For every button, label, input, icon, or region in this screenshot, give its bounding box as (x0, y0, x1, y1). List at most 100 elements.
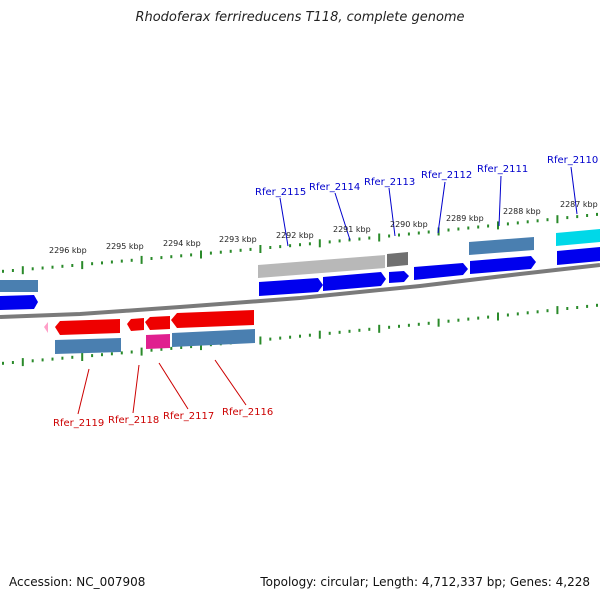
feature-block[interactable] (387, 252, 408, 267)
gene-arrow-forward[interactable] (259, 278, 323, 296)
gene-label[interactable]: Rfer_2111 (477, 164, 528, 175)
gene-arrow-forward[interactable] (323, 272, 386, 291)
gene-arrow-reverse[interactable] (55, 319, 120, 335)
forward-genes (0, 247, 600, 310)
ruler-tick (576, 215, 579, 219)
leader-line (132, 364, 140, 414)
ruler-tick (150, 257, 153, 260)
ruler-tick (269, 337, 272, 341)
ruler-tick (21, 266, 24, 275)
gene-label[interactable]: Rfer_2112 (421, 170, 472, 181)
ruler-tick (447, 319, 450, 323)
ruler-tick (338, 239, 341, 243)
ruler-tick (378, 324, 381, 333)
ruler-tick (279, 245, 282, 249)
ruler-tick (11, 361, 14, 364)
ruler-tick (308, 333, 311, 337)
ruler-tick (596, 303, 598, 307)
ruler-tick (81, 353, 84, 361)
gene-label[interactable]: Rfer_2114 (309, 182, 360, 193)
leader-lines (77, 166, 578, 415)
gene-label[interactable]: Rfer_2118 (108, 415, 159, 426)
ruler-tick (536, 310, 539, 314)
ruler-tick (328, 331, 331, 335)
ruler-tick (289, 335, 292, 339)
gene-label[interactable]: Rfer_2117 (163, 411, 214, 422)
leader-line (158, 362, 189, 410)
gene-arrow-forward[interactable] (0, 295, 38, 310)
feature-block[interactable] (258, 255, 385, 278)
ruler-tick (71, 355, 74, 359)
ruler-tick (477, 316, 480, 320)
gene-label[interactable]: Rfer_2119 (53, 418, 104, 429)
ruler-tick (427, 321, 430, 325)
ruler-tick (91, 262, 94, 266)
ruler-tick (299, 334, 301, 338)
ruler-tick (417, 231, 420, 235)
ruler-tick (110, 260, 113, 264)
ruler-tick (348, 329, 351, 333)
gene-arrow-forward[interactable] (557, 247, 600, 265)
feature-block[interactable] (55, 338, 121, 354)
ruler-tick (417, 322, 420, 326)
ruler-tick (497, 221, 499, 230)
feature-block[interactable] (0, 280, 38, 292)
tick-label: 2294 kbp (163, 239, 201, 248)
gene-label[interactable]: Rfer_2116 (222, 407, 273, 418)
ruler-tick (160, 347, 163, 351)
feature-block[interactable] (469, 237, 534, 255)
ruler-tick (180, 254, 183, 258)
tick-label: 2293 kbp (219, 235, 257, 244)
ruler-tick (526, 220, 529, 224)
feature-block[interactable] (172, 329, 255, 347)
ruler-tick (358, 237, 361, 241)
gene-arrow-reverse[interactable] (44, 322, 48, 333)
ruler-tick (190, 345, 193, 349)
ruler-tick (51, 265, 54, 269)
ruler-tick (427, 230, 430, 234)
gene-label[interactable]: Rfer_2113 (364, 177, 415, 188)
ruler-tick (190, 253, 193, 257)
gene-arrow-reverse[interactable] (171, 310, 254, 328)
tick-label: 2291 kbp (333, 225, 371, 234)
feature-block[interactable] (146, 334, 170, 349)
gene-arrow-forward[interactable] (389, 271, 409, 283)
tick-label: 2287 kbp (560, 200, 598, 209)
ruler-tick (318, 330, 321, 339)
gene-arrow-reverse[interactable] (145, 316, 170, 330)
ruler-tick (289, 244, 292, 248)
gene-arrow-reverse[interactable] (127, 318, 144, 331)
ruler-tick (2, 269, 4, 273)
ruler-tick (467, 226, 470, 230)
ruler-tick (388, 234, 391, 238)
ruler-tick (140, 347, 143, 356)
leader-line (388, 187, 396, 237)
ruler-tick (130, 258, 133, 262)
ruler-tick (140, 255, 143, 264)
ruler-tick (536, 219, 539, 223)
gene-label[interactable]: Rfer_2110 (547, 155, 598, 166)
ruler-tick (358, 328, 361, 332)
ruler-tick (11, 269, 14, 272)
ruler-tick (407, 323, 410, 327)
ruler-tick (130, 350, 133, 354)
ruler-tick (71, 264, 74, 267)
ruler-tick (61, 356, 64, 360)
ruler-tick (487, 224, 490, 228)
gene-label[interactable]: Rfer_2115 (255, 187, 306, 198)
ruler-tick (41, 266, 44, 270)
ruler-tick (506, 313, 509, 317)
gene-labels-top: Rfer_2115 Rfer_2114 Rfer_2113 Rfer_2112 … (255, 155, 598, 198)
ruler-tick (101, 261, 103, 265)
leader-line (77, 368, 90, 415)
feature-block[interactable] (556, 229, 600, 246)
ruler-tick (110, 352, 113, 356)
ruler-tick (229, 249, 232, 253)
ruler-tick (239, 248, 242, 252)
gene-arrow-forward[interactable] (470, 256, 536, 274)
gene-arrow-forward[interactable] (414, 263, 468, 280)
ruler-tick (318, 239, 321, 248)
ruler-tick (546, 309, 549, 313)
ruler-tick (120, 351, 123, 355)
